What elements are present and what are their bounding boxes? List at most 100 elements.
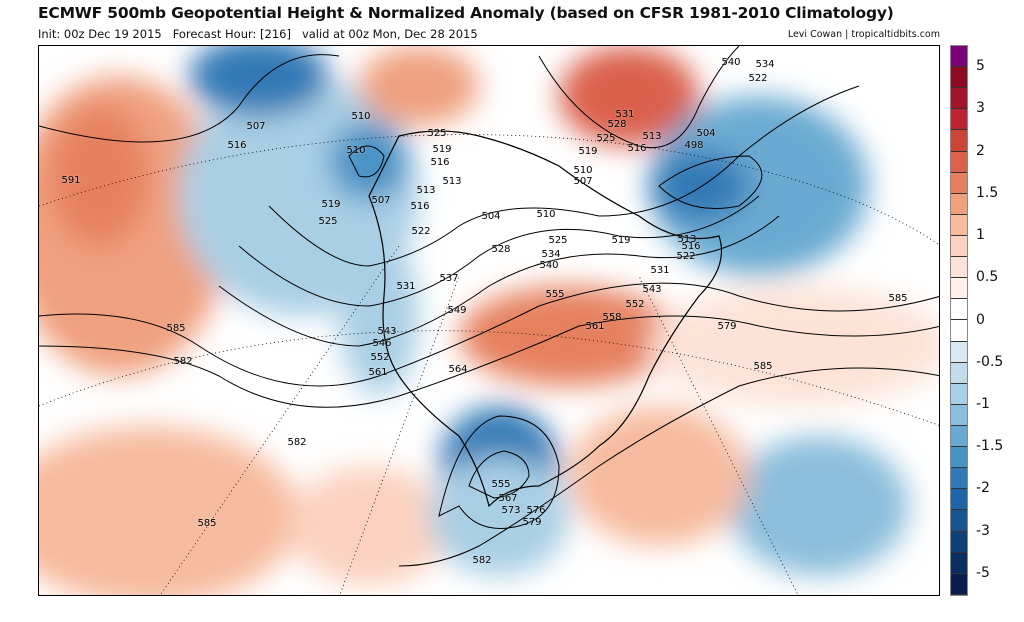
contour-label: 552	[370, 352, 390, 363]
colorbar-label: 2	[976, 142, 985, 159]
contour-label: 531	[650, 265, 670, 276]
contour-label: 585	[166, 323, 186, 334]
colorbar-bin	[951, 404, 967, 426]
contour-label: 528	[607, 119, 627, 130]
contour-label: 558	[602, 312, 622, 323]
contour-label: 546	[372, 338, 392, 349]
contour-label: 507	[246, 121, 266, 132]
colorbar-bin	[951, 573, 967, 595]
colorbar-bin	[951, 320, 967, 342]
contour-label: 534	[541, 249, 561, 260]
contour-label: 531	[615, 109, 635, 120]
contour-label: 582	[472, 555, 492, 566]
contour-label: 525	[548, 235, 568, 246]
contour-label: 525	[596, 133, 616, 144]
colorbar-bin	[951, 362, 967, 384]
colorbar-bin	[951, 193, 967, 215]
contour-label: 582	[287, 437, 307, 448]
colorbar-bin	[951, 109, 967, 131]
contour-label: 507	[371, 195, 391, 206]
map-panel: 591 507 516 510 510 519 525 507 525 519 516 513 513 5…	[38, 45, 940, 596]
contour-label: 585	[197, 518, 217, 529]
colorbar-bin	[951, 425, 967, 448]
contour-label: 564	[448, 364, 468, 375]
colorbar-bin	[951, 67, 967, 89]
graticule	[39, 134, 939, 595]
colorbar-bin	[951, 552, 967, 574]
colorbar-bin	[951, 468, 967, 490]
colorbar-bin	[951, 531, 967, 553]
anomaly-map	[39, 46, 939, 595]
contour-label: 540	[539, 260, 559, 271]
contour-label: 510	[351, 111, 371, 122]
colorbar-bin	[951, 214, 967, 236]
colorbar-bin	[951, 88, 967, 110]
colorbar-label: -5	[976, 564, 990, 581]
colorbar-bin	[951, 257, 967, 279]
colorbar-label: 1.5	[976, 184, 999, 201]
contour-label: 540	[721, 57, 741, 68]
contour-label: 528	[491, 244, 511, 255]
colorbar-label: -1.5	[976, 438, 1004, 455]
contour-label: 543	[642, 284, 662, 295]
contour-label: 585	[753, 361, 773, 372]
contour-label: 582	[173, 356, 193, 367]
init-time: Init: 00z Dec 19 2015	[38, 27, 162, 41]
contour-label: 525	[427, 128, 447, 139]
contour-label: 549	[447, 305, 467, 316]
contour-label: 552	[625, 299, 645, 310]
colorbar-label: -0.5	[976, 353, 1004, 370]
colorbar-label: 5	[976, 58, 985, 75]
colorbar-bin	[951, 447, 967, 469]
contour-label: 513	[677, 234, 697, 245]
contour-label: 516	[227, 140, 247, 151]
colorbar-bin	[951, 235, 967, 258]
colorbar-label: 1	[976, 227, 985, 244]
contour-label: 579	[717, 321, 737, 332]
contour-label: 579	[522, 517, 542, 528]
colorbar-bin	[951, 278, 967, 300]
contour-label: 504	[481, 211, 501, 222]
colorbar-bin	[951, 151, 967, 173]
contour-label: 519	[611, 235, 631, 246]
contour-label: 522	[676, 251, 696, 262]
colorbar-bin	[951, 489, 967, 511]
contour-label: 531	[396, 281, 416, 292]
contour-label: 543	[377, 326, 397, 337]
colorbar-bin	[951, 172, 967, 194]
colorbar-label: 3	[976, 100, 985, 117]
colorbar-label: -1	[976, 395, 990, 412]
credit: Levi Cowan | tropicaltidbits.com	[787, 29, 940, 40]
contour-label: 510	[536, 209, 556, 220]
map-subtitle: Init: 00z Dec 19 2015 Forecast Hour: [21…	[38, 27, 478, 41]
contour-label: 498	[684, 140, 704, 151]
contour-label: 555	[545, 289, 565, 300]
contour-label: 561	[585, 321, 605, 332]
contour-label: 522	[748, 73, 768, 84]
colorbar-label: 0	[976, 311, 985, 328]
contour-label: 585	[888, 293, 908, 304]
contour-label: 591	[61, 175, 81, 186]
contour-label: 513	[416, 185, 436, 196]
colorbar-bin	[951, 341, 967, 363]
contour-label: 567	[498, 493, 518, 504]
contour-label: 513	[442, 176, 462, 187]
coastline	[368, 130, 723, 508]
contour-label: 561	[368, 367, 388, 378]
contour-label: 516	[430, 157, 450, 168]
colorbar-label: -3	[976, 522, 990, 539]
map-title: ECMWF 500mb Geopotential Height & Normal…	[38, 4, 894, 22]
colorbar-label: -2	[976, 480, 990, 497]
contour-label: 525	[318, 216, 338, 227]
contour-label: 513	[642, 131, 662, 142]
colorbar-bin	[951, 510, 967, 532]
contour-label: 504	[696, 128, 716, 139]
height-contours	[39, 46, 939, 567]
contour-label: 576	[526, 505, 546, 516]
colorbar-bin	[951, 130, 967, 152]
contour-label: 522	[411, 226, 431, 237]
forecast-hour: Forecast Hour: [216]	[172, 27, 291, 41]
contour-label: 516	[681, 241, 701, 252]
valid-time: valid at 00z Mon, Dec 28 2015	[301, 27, 478, 41]
contour-label: 507	[573, 176, 593, 187]
